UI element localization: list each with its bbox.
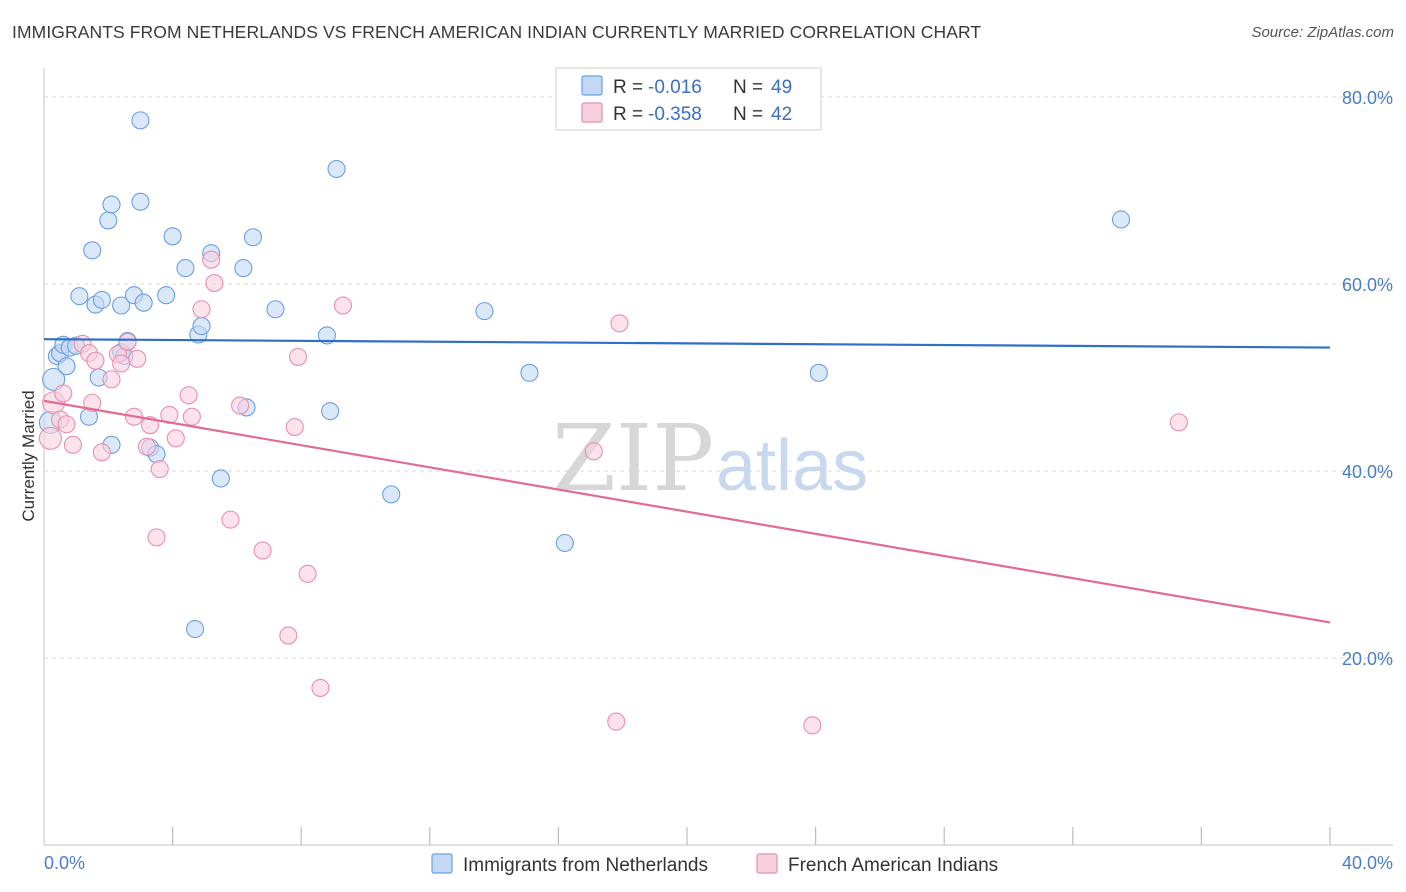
point-pink-3: [54, 384, 73, 403]
point-blue-28: [163, 227, 182, 246]
point-pink-39: [610, 314, 629, 333]
y-tick-labels: 20.0% 40.0% 60.0% 80.0%: [1342, 88, 1393, 669]
point-blue-35: [234, 259, 253, 278]
point-pink-38: [607, 712, 626, 731]
x-tick-label-right: 40.0%: [1342, 853, 1393, 873]
legend-n-value-pink: 42: [771, 104, 792, 125]
point-pink-22: [166, 429, 185, 448]
y-tick-label-20: 20.0%: [1342, 649, 1393, 669]
point-pink-23: [179, 386, 198, 405]
point-pink-24: [182, 407, 201, 426]
legend-r-value-pink: -0.358: [648, 104, 702, 125]
axes: [43, 68, 1393, 846]
point-pink-5: [63, 435, 82, 454]
trend-lines: [43, 338, 1331, 624]
point-blue-22: [131, 192, 150, 211]
point-pink-28: [221, 510, 240, 529]
point-pink-17: [137, 437, 156, 456]
gridlines: [44, 96, 1393, 659]
point-pink-40: [803, 716, 822, 735]
watermark-atlas: atlas: [716, 426, 868, 506]
point-pink-10: [92, 443, 111, 462]
point-blue-1: [42, 367, 66, 391]
point-blue-46: [809, 363, 828, 382]
legend-swatch-pink: [581, 102, 603, 123]
legend-swatch-blue: [581, 75, 603, 96]
x-tick-label-left: 0.0%: [44, 853, 85, 873]
point-blue-27: [157, 286, 176, 305]
point-blue-24: [134, 293, 153, 312]
point-blue-34: [211, 469, 230, 488]
point-pink-37: [584, 442, 603, 461]
trend-line-pink: [43, 399, 1331, 624]
point-pink-32: [285, 418, 304, 437]
data-points: [38, 111, 1188, 735]
stats-legend: R = -0.016 N = 49 R = -0.358 N = 42: [555, 67, 822, 131]
series-legend-label-blue: Immigrants from Netherlands: [463, 855, 708, 876]
legend-n-value-blue: 49: [771, 77, 792, 98]
point-blue-37: [243, 228, 263, 247]
point-pink-19: [147, 528, 166, 547]
y-axis-label: Currently Married: [19, 390, 38, 521]
point-blue-23: [131, 111, 150, 130]
point-pink-35: [311, 678, 330, 697]
point-blue-40: [321, 402, 340, 421]
point-blue-45: [555, 533, 574, 553]
point-pink-36: [333, 296, 353, 315]
legend-n-label-pink: N =: [733, 104, 763, 125]
point-pink-4: [57, 415, 76, 434]
watermark-zip: ZIP: [552, 405, 714, 512]
point-pink-20: [150, 460, 169, 479]
series-legend-label-pink: French American Indians: [788, 855, 998, 876]
point-pink-29: [231, 396, 250, 415]
series-legend-swatch-pink: [756, 853, 778, 874]
point-pink-25: [192, 300, 211, 319]
y-tick-label-40: 40.0%: [1342, 462, 1393, 482]
point-blue-5: [57, 357, 76, 376]
y-tick-label-60: 60.0%: [1342, 275, 1393, 295]
source-attribution: Source: ZipAtlas.com: [1251, 24, 1394, 41]
point-blue-13: [92, 290, 111, 309]
point-blue-39: [317, 326, 336, 345]
legend-r-label-pink: R =: [613, 104, 643, 125]
point-blue-43: [475, 302, 494, 321]
point-blue-29: [176, 259, 195, 278]
point-pink-30: [253, 541, 272, 560]
point-pink-33: [288, 347, 308, 366]
point-blue-32: [192, 317, 211, 336]
point-blue-10: [83, 241, 102, 260]
point-blue-41: [327, 159, 346, 179]
point-pink-0: [38, 426, 62, 450]
point-blue-16: [102, 195, 121, 214]
point-blue-30: [186, 619, 205, 639]
legend-n-label-blue: N =: [733, 77, 763, 98]
legend-r-label-blue: R =: [613, 77, 643, 98]
point-blue-44: [520, 363, 539, 382]
legend-r-value-blue: -0.016: [648, 77, 702, 98]
point-pink-11: [102, 370, 121, 389]
series-legend-swatch-blue: [431, 853, 453, 874]
point-pink-9: [86, 351, 105, 370]
point-blue-38: [266, 300, 285, 319]
point-blue-8: [70, 287, 89, 306]
chart-title: IMMIGRANTS FROM NETHERLANDS VS FRENCH AM…: [12, 22, 982, 42]
y-tick-label-80: 80.0%: [1342, 88, 1393, 108]
point-blue-18: [112, 296, 131, 315]
point-pink-41: [1169, 413, 1188, 432]
point-blue-14: [99, 211, 118, 230]
point-pink-31: [279, 626, 298, 645]
trend-line-blue: [43, 338, 1331, 349]
point-blue-47: [1111, 210, 1131, 229]
point-pink-27: [205, 274, 224, 293]
point-pink-14: [118, 332, 137, 352]
point-pink-8: [83, 393, 102, 412]
point-pink-16: [128, 349, 147, 368]
point-pink-13: [112, 354, 131, 373]
point-blue-42: [382, 485, 401, 504]
point-pink-34: [298, 564, 317, 583]
point-pink-26: [202, 250, 221, 269]
series-legend: Immigrants from Netherlands French Ameri…: [431, 853, 998, 876]
